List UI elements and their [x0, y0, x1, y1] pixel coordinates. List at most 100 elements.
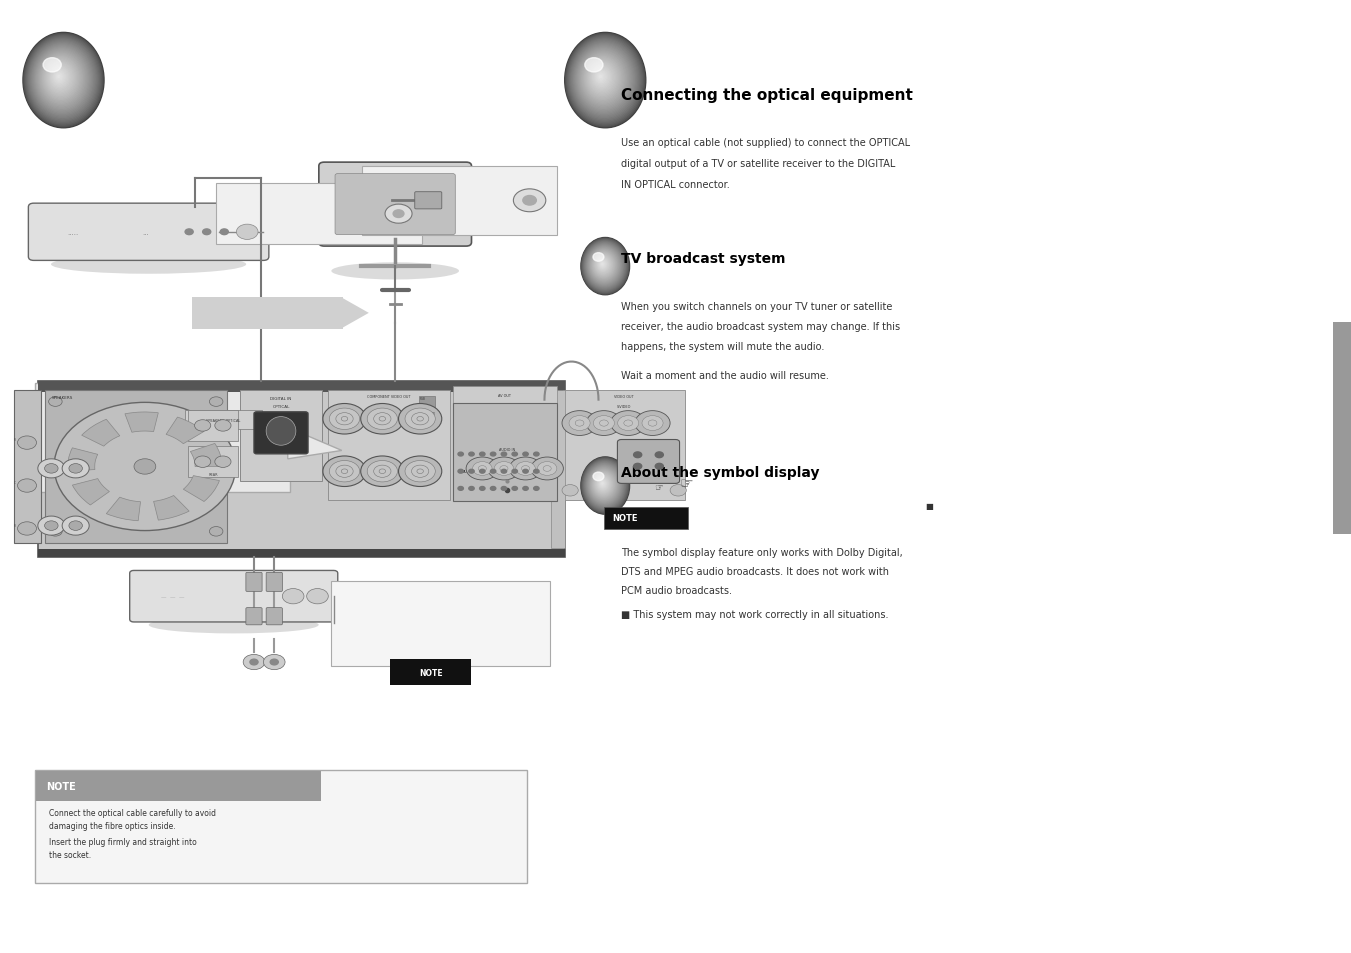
- Ellipse shape: [41, 54, 82, 104]
- Circle shape: [134, 459, 155, 475]
- Circle shape: [243, 655, 265, 670]
- Ellipse shape: [584, 56, 621, 102]
- Ellipse shape: [584, 460, 626, 511]
- Ellipse shape: [592, 251, 616, 281]
- FancyBboxPatch shape: [130, 571, 338, 622]
- Text: ...: ...: [142, 230, 149, 235]
- Circle shape: [480, 487, 485, 491]
- Circle shape: [18, 436, 36, 450]
- Ellipse shape: [43, 59, 61, 72]
- Circle shape: [523, 470, 528, 474]
- Circle shape: [38, 459, 65, 478]
- Circle shape: [538, 462, 557, 476]
- Ellipse shape: [30, 42, 95, 118]
- Circle shape: [500, 466, 508, 472]
- Ellipse shape: [55, 72, 63, 82]
- Ellipse shape: [34, 47, 91, 113]
- Ellipse shape: [590, 250, 617, 281]
- Circle shape: [220, 230, 228, 235]
- Ellipse shape: [590, 469, 617, 501]
- Ellipse shape: [588, 466, 620, 504]
- Ellipse shape: [574, 46, 634, 114]
- Text: Connect the optical cable carefully to avoid: Connect the optical cable carefully to a…: [49, 808, 216, 817]
- Ellipse shape: [53, 71, 65, 85]
- Text: the socket.: the socket.: [49, 850, 91, 859]
- FancyBboxPatch shape: [362, 167, 557, 235]
- Ellipse shape: [593, 473, 604, 481]
- Ellipse shape: [596, 257, 609, 274]
- Circle shape: [458, 470, 463, 474]
- Circle shape: [361, 404, 404, 435]
- Ellipse shape: [585, 463, 624, 509]
- Circle shape: [634, 464, 642, 470]
- Circle shape: [642, 416, 663, 431]
- Circle shape: [393, 211, 404, 218]
- Ellipse shape: [592, 471, 615, 498]
- Ellipse shape: [565, 33, 646, 129]
- Ellipse shape: [30, 41, 96, 120]
- Circle shape: [409, 472, 431, 487]
- Circle shape: [374, 466, 390, 477]
- Circle shape: [367, 461, 397, 482]
- Ellipse shape: [586, 465, 621, 506]
- Ellipse shape: [597, 477, 609, 492]
- Ellipse shape: [570, 40, 639, 121]
- Circle shape: [342, 470, 347, 474]
- Circle shape: [215, 456, 231, 468]
- Ellipse shape: [588, 465, 621, 505]
- Ellipse shape: [24, 34, 103, 128]
- FancyBboxPatch shape: [240, 391, 322, 481]
- Ellipse shape: [600, 76, 601, 78]
- FancyBboxPatch shape: [35, 384, 290, 493]
- Circle shape: [417, 470, 423, 474]
- Ellipse shape: [594, 474, 613, 497]
- FancyBboxPatch shape: [390, 659, 471, 685]
- Text: ■: ■: [925, 501, 934, 511]
- Ellipse shape: [32, 45, 93, 116]
- Text: When you switch channels on your TV tuner or satellite: When you switch channels on your TV tune…: [621, 302, 893, 312]
- Ellipse shape: [596, 256, 611, 274]
- Ellipse shape: [38, 51, 86, 108]
- Text: Insert the plug firmly and straight into: Insert the plug firmly and straight into: [49, 837, 196, 845]
- Circle shape: [523, 196, 536, 206]
- Ellipse shape: [576, 47, 632, 113]
- Ellipse shape: [47, 63, 73, 94]
- Ellipse shape: [597, 477, 608, 491]
- Text: NOTE: NOTE: [46, 781, 76, 791]
- Ellipse shape: [589, 63, 615, 94]
- Circle shape: [562, 412, 597, 436]
- Ellipse shape: [598, 75, 603, 80]
- Ellipse shape: [580, 51, 628, 108]
- Text: Connecting the optical equipment: Connecting the optical equipment: [621, 88, 913, 103]
- Ellipse shape: [593, 253, 615, 278]
- Circle shape: [250, 659, 258, 665]
- Ellipse shape: [597, 258, 608, 272]
- Ellipse shape: [593, 69, 609, 88]
- Ellipse shape: [589, 467, 620, 504]
- Text: Wait a moment and the audio will resume.: Wait a moment and the audio will resume.: [621, 371, 830, 380]
- Text: receiver, the audio broadcast system may change. If this: receiver, the audio broadcast system may…: [621, 322, 901, 332]
- Ellipse shape: [594, 254, 612, 276]
- FancyBboxPatch shape: [216, 184, 422, 245]
- FancyBboxPatch shape: [604, 507, 688, 530]
- Circle shape: [367, 409, 397, 430]
- FancyBboxPatch shape: [246, 608, 262, 625]
- Ellipse shape: [42, 56, 80, 102]
- Circle shape: [49, 397, 62, 407]
- Ellipse shape: [50, 68, 69, 89]
- Ellipse shape: [45, 60, 77, 98]
- Text: ■ This system may not work correctly in all situations.: ■ This system may not work correctly in …: [621, 610, 889, 619]
- Circle shape: [236, 225, 258, 240]
- Ellipse shape: [38, 52, 85, 107]
- Ellipse shape: [581, 458, 628, 514]
- Circle shape: [282, 589, 304, 604]
- Circle shape: [635, 412, 670, 436]
- Circle shape: [45, 464, 58, 474]
- Circle shape: [516, 462, 535, 476]
- Circle shape: [509, 457, 542, 480]
- FancyBboxPatch shape: [415, 193, 442, 210]
- Circle shape: [655, 464, 663, 470]
- Circle shape: [361, 456, 404, 487]
- Circle shape: [473, 462, 492, 476]
- Ellipse shape: [582, 459, 627, 513]
